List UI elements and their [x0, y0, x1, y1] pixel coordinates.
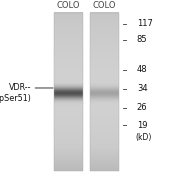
Text: 117: 117 — [137, 19, 153, 28]
Bar — [90, 13, 119, 171]
Text: 26: 26 — [137, 103, 147, 112]
Text: COLO: COLO — [93, 1, 116, 10]
Text: COLO: COLO — [57, 1, 80, 10]
Text: 34: 34 — [137, 84, 147, 93]
Text: (kD): (kD) — [135, 133, 151, 142]
Bar — [54, 13, 83, 171]
Text: 48: 48 — [137, 65, 147, 74]
Text: 19: 19 — [137, 121, 147, 130]
Text: VDR--: VDR-- — [9, 84, 31, 93]
Text: (pSer51): (pSer51) — [0, 94, 31, 103]
Text: 85: 85 — [137, 35, 147, 44]
